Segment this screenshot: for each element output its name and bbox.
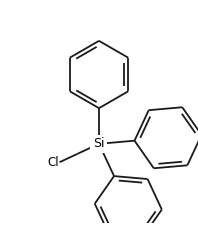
Text: Cl: Cl xyxy=(47,156,59,169)
Text: Si: Si xyxy=(93,137,105,150)
